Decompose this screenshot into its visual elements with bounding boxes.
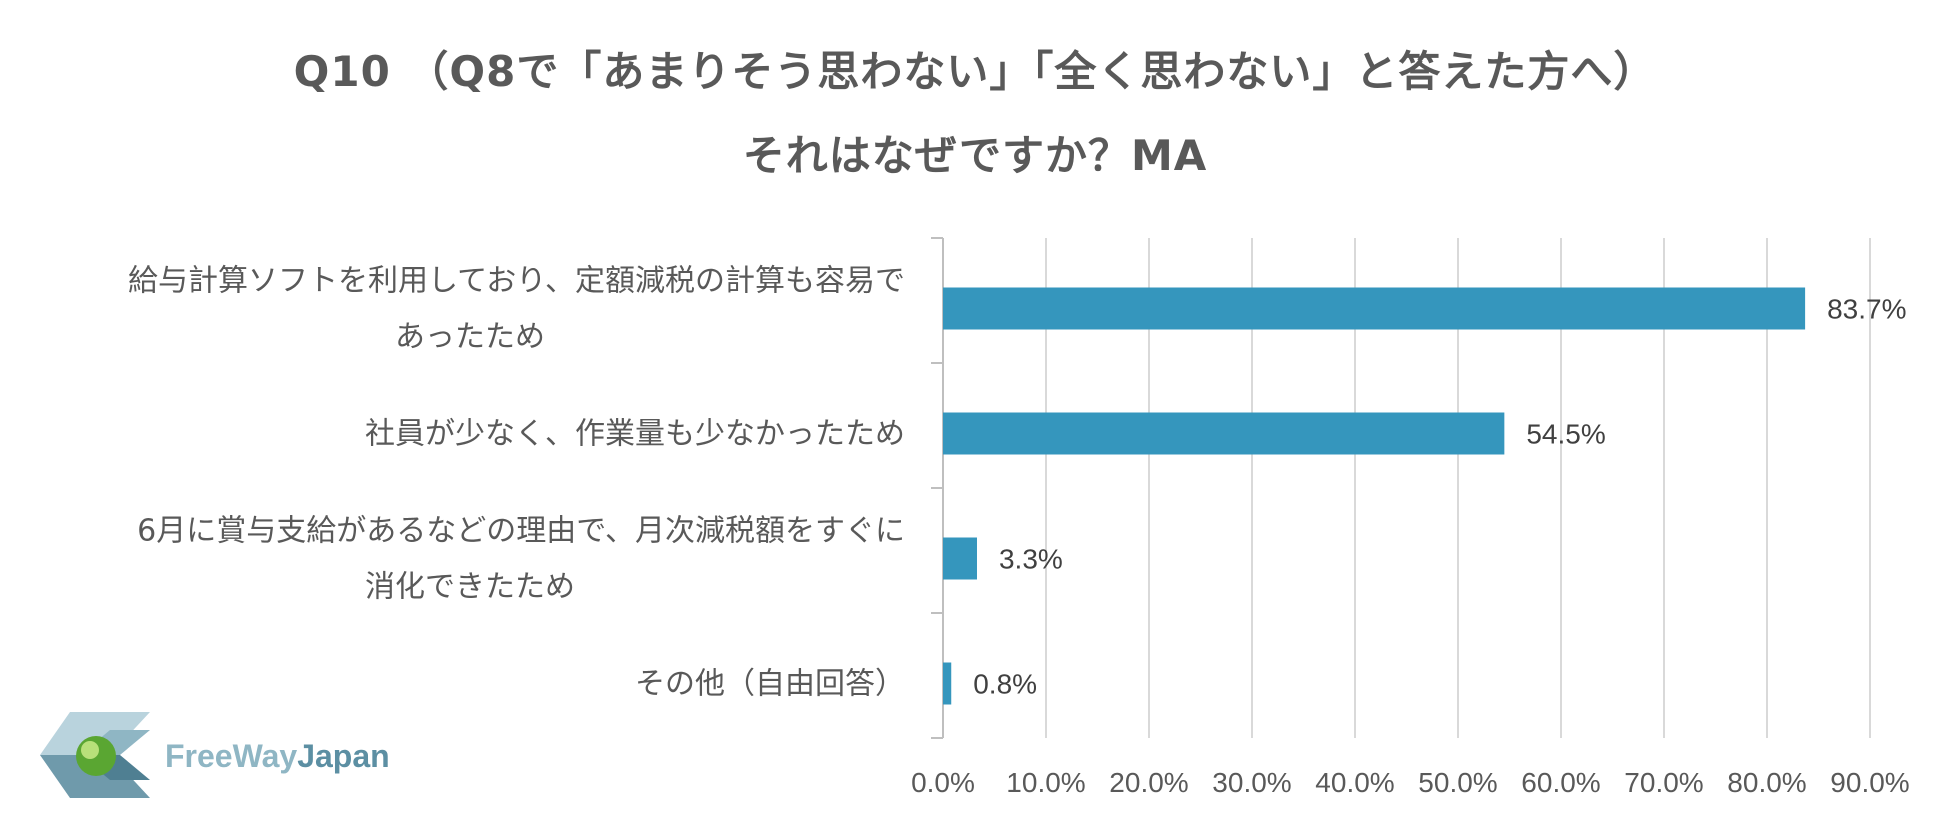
data-label: 0.8%	[973, 669, 1037, 700]
data-label: 3.3%	[999, 544, 1063, 575]
bar	[943, 287, 1806, 330]
category-label: 6月に賞与支給があるなどの理由で、月次減税額をすぐに	[137, 514, 905, 549]
bar	[943, 537, 977, 580]
category-label: 消化できたため	[365, 570, 575, 605]
x-tick-label: 30.0%	[1212, 767, 1291, 798]
category-label: 社員が少なく、作業量も少なかったため	[365, 417, 905, 452]
freewayjapan-logo-icon	[40, 712, 150, 798]
x-tick-label: 90.0%	[1830, 767, 1909, 798]
chart-title-line2: それはなぜですか？MA	[742, 131, 1208, 180]
x-tick-label: 40.0%	[1315, 767, 1394, 798]
x-tick-label: 70.0%	[1624, 767, 1703, 798]
x-tick-label: 10.0%	[1006, 767, 1085, 798]
category-label: 給与計算ソフトを利用しており、定額減税の計算も容易で	[128, 264, 905, 299]
logo-text-b: Japan	[297, 738, 390, 774]
x-tick-label: 0.0%	[911, 767, 975, 798]
data-label: 83.7%	[1827, 294, 1906, 325]
bar	[943, 662, 952, 705]
x-tick-label: 80.0%	[1727, 767, 1806, 798]
x-tick-label: 20.0%	[1109, 767, 1188, 798]
chart-title-line1: Q10 （Q8で「あまりそう思わない」「全く思わない」と答えた方へ）	[293, 47, 1657, 96]
logo-text: FreeWayJapan	[165, 738, 390, 775]
data-label: 54.5%	[1526, 419, 1605, 450]
bar	[943, 412, 1505, 455]
x-tick-label: 50.0%	[1418, 767, 1497, 798]
x-tick-label: 60.0%	[1521, 767, 1600, 798]
category-label: その他（自由回答）	[635, 667, 905, 702]
logo-text-a: FreeWay	[165, 738, 298, 774]
category-label: あったため	[395, 320, 545, 355]
